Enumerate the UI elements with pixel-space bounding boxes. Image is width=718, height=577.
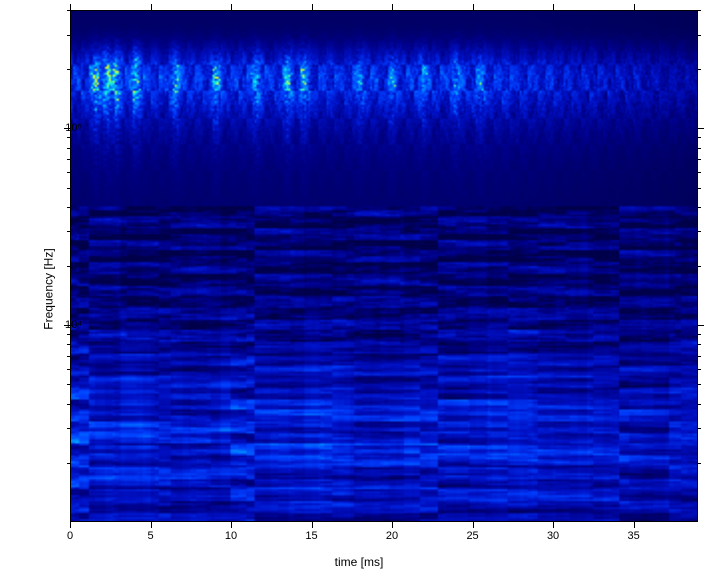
x-tick: [70, 522, 71, 528]
y-tick-minor: [67, 404, 70, 405]
y-tick-minor: [698, 159, 701, 160]
x-tick: [312, 4, 313, 10]
y-tick-minor: [698, 369, 701, 370]
y-tick-minor: [698, 334, 701, 335]
y-tick-minor: [67, 137, 70, 138]
y-tick-minor: [698, 137, 701, 138]
y-tick-minor: [698, 428, 701, 429]
y-axis-label: Frequency [Hz]: [42, 248, 56, 329]
y-tick-minor: [67, 344, 70, 345]
y-tick-label: 10⁴: [65, 319, 82, 331]
y-tick-minor: [67, 35, 70, 36]
y-tick-minor: [67, 266, 70, 267]
x-tick: [70, 4, 71, 10]
y-tick-minor: [698, 148, 701, 149]
y-tick-minor: [698, 172, 701, 173]
y-tick-minor: [698, 404, 701, 405]
x-axis-label: time [ms]: [335, 555, 384, 569]
y-tick-minor: [67, 463, 70, 464]
x-tick-label: 15: [305, 530, 317, 542]
plot-area: [70, 10, 698, 522]
x-tick-label: 10: [225, 530, 237, 542]
x-tick-label: 0: [67, 530, 73, 542]
x-tick-label: 30: [547, 530, 559, 542]
x-tick-label: 25: [466, 530, 478, 542]
y-tick-label: 10⁵: [65, 122, 82, 134]
y-tick-minor: [698, 344, 701, 345]
spectrogram-chart: [70, 10, 698, 522]
x-tick: [392, 4, 393, 10]
x-tick: [231, 4, 232, 10]
y-tick-minor: [67, 369, 70, 370]
x-tick: [231, 522, 232, 528]
y-tick-minor: [698, 463, 701, 464]
spectrogram-canvas: [71, 11, 697, 521]
y-tick-minor: [67, 159, 70, 160]
x-tick: [151, 522, 152, 528]
y-tick: [698, 325, 704, 326]
y-tick-minor: [698, 384, 701, 385]
y-tick-minor: [698, 207, 701, 208]
y-tick-minor: [67, 428, 70, 429]
y-tick-minor: [698, 35, 701, 36]
y-tick: [698, 128, 704, 129]
y-tick-minor: [698, 231, 701, 232]
y-tick-minor: [698, 188, 701, 189]
x-tick: [553, 4, 554, 10]
y-tick-minor: [67, 384, 70, 385]
y-tick-minor: [67, 10, 70, 11]
y-tick-minor: [67, 356, 70, 357]
y-tick-minor: [698, 69, 701, 70]
y-tick-minor: [67, 148, 70, 149]
x-tick: [151, 4, 152, 10]
y-tick-minor: [67, 207, 70, 208]
x-tick-label: 35: [627, 530, 639, 542]
x-tick: [473, 4, 474, 10]
y-tick-minor: [67, 172, 70, 173]
x-tick-label: 20: [386, 530, 398, 542]
y-tick-minor: [698, 356, 701, 357]
y-tick-minor: [67, 188, 70, 189]
y-tick-minor: [67, 334, 70, 335]
y-tick-minor: [67, 231, 70, 232]
x-tick: [392, 522, 393, 528]
y-tick-minor: [67, 69, 70, 70]
x-tick: [634, 4, 635, 10]
y-tick-minor: [698, 266, 701, 267]
x-tick: [312, 522, 313, 528]
x-tick-label: 5: [147, 530, 153, 542]
x-tick: [553, 522, 554, 528]
x-tick: [634, 522, 635, 528]
x-tick: [473, 522, 474, 528]
y-tick-minor: [698, 10, 701, 11]
